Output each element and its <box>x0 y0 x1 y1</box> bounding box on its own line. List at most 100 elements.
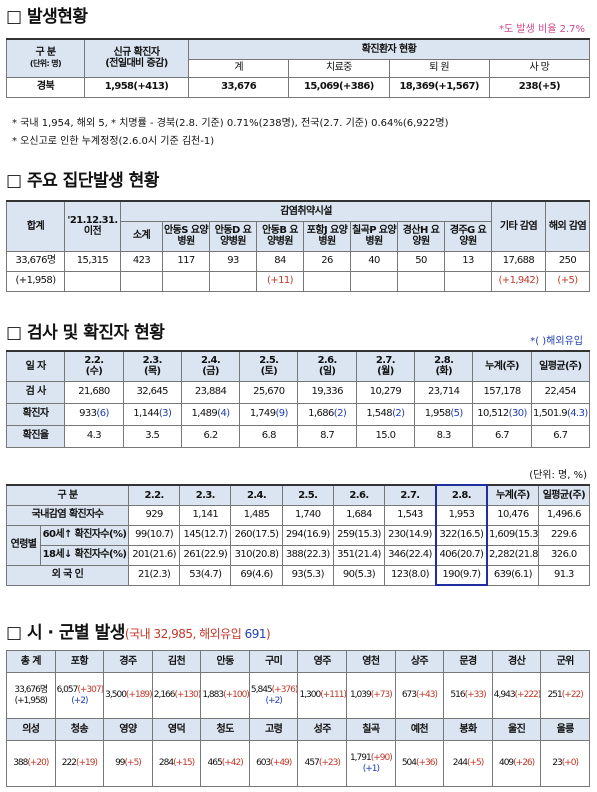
cell: 351(21.4) <box>332 544 386 566</box>
text: □ 시 · 군별 발생 <box>6 623 125 643</box>
cell: 칠곡 <box>346 718 396 741</box>
cell: 연령별 <box>6 524 41 566</box>
cell <box>303 270 351 292</box>
cell: 145(12.7) <box>179 524 232 546</box>
cell: 238(+5) <box>488 76 591 98</box>
text: 933 <box>79 408 97 420</box>
cell: 99(+5) <box>103 740 153 787</box>
cell: 60세↑ 확진자수(%) <box>40 524 129 546</box>
cell: 4.3 <box>64 424 124 448</box>
text: (+130) <box>174 690 201 701</box>
tbody: 합계 '21.12.31. 이전 감염취약시설 기타 감염 해외 감염 소계 안동… <box>6 200 590 292</box>
cell: 일평균(주) <box>537 484 591 506</box>
cell: 소계 <box>120 220 163 252</box>
cell: 청도 <box>200 718 250 741</box>
cell: 3.5 <box>122 424 182 448</box>
text: (+5) <box>124 758 142 769</box>
text: 457 <box>304 758 320 769</box>
cell: (+1,942) <box>491 270 546 292</box>
cell: '21.12.31. 이전 <box>64 200 121 252</box>
cell: 423 <box>120 250 163 272</box>
text: 244 <box>452 758 468 769</box>
text: 2.7. <box>375 354 396 366</box>
cell: 504(+36) <box>394 740 445 787</box>
text: (금) <box>202 366 219 378</box>
text: 23 <box>552 758 563 769</box>
cell: 3,500(+189) <box>103 672 153 719</box>
cell: 치료중 <box>288 58 390 78</box>
cell: 1,489(4) <box>180 402 241 426</box>
text: ) <box>265 627 271 641</box>
cell: 201(21.6) <box>127 544 181 566</box>
text: 603 <box>256 758 271 769</box>
cell: 신규 확진자 (전일대비 증감) <box>84 38 189 78</box>
text: 1,300 <box>299 690 321 701</box>
text: (+49) <box>270 758 292 769</box>
text: (+0) <box>561 758 579 769</box>
cell: 1,543 <box>384 504 437 526</box>
text: (+1,958) <box>14 695 48 706</box>
cell: 1,883(+100) <box>200 672 250 719</box>
text: (+5) <box>466 758 484 769</box>
cell: 경산H 요양원 <box>397 220 445 252</box>
cell: 388(22.3) <box>281 544 334 566</box>
cell: 2.7. <box>384 484 437 506</box>
cell: 69(4.6) <box>230 564 283 586</box>
text: 409 <box>498 758 514 769</box>
section-title: □ 주요 집단발생 현황 <box>6 171 159 191</box>
cell: 22,454 <box>530 380 591 404</box>
text: 516 <box>450 690 465 701</box>
cell: 누계(주) <box>486 484 539 506</box>
cell: 26 <box>303 250 351 272</box>
cell: 40 <box>350 250 398 272</box>
cell: 6.7 <box>472 424 532 448</box>
cell: 2.2. (수) <box>64 350 124 382</box>
cell <box>444 270 492 292</box>
cell: 영천 <box>346 650 396 673</box>
cell: 영양 <box>103 718 153 741</box>
cell: 예천 <box>394 718 445 741</box>
note: * 오신고로 인한 누계정정(2.6.0시 기준 김천-1) <box>12 136 215 147</box>
cell <box>397 270 445 292</box>
cell: 상주 <box>394 650 445 673</box>
table-row: 구 분 (단위: 명) 신규 확진자 (전일대비 증감) 확진환자 현황 <box>6 38 590 78</box>
cell: 경북 <box>6 76 85 98</box>
table-row: 확진자 933(6) 1,144(3) 1,489(4) 1,749(9) 1,686(2… <box>5 402 591 426</box>
table-row: 연령별 60세↑ 확진자수(%) 99(10.7) 145(12.7) 260(17.5… <box>6 524 591 566</box>
cell: 2.4. <box>230 484 283 506</box>
text: (+1) <box>362 763 380 774</box>
cell: 322(16.5) <box>434 524 489 546</box>
table-tests: 일 자 2.2. (수) 2.3. (목) 2.4. (금) 2.5. (토) 2.6. (일) 2.… <box>5 350 591 448</box>
cell: 2.3. (목) <box>122 350 182 382</box>
cell <box>350 270 398 292</box>
text: (목) <box>143 366 161 378</box>
cell: 259(15.3) <box>332 524 386 546</box>
cell: 확진환자 현황 <box>188 38 590 60</box>
cell: 1,144(3) <box>122 402 182 426</box>
cell <box>162 270 210 292</box>
cell <box>120 270 163 292</box>
cell: 10,279 <box>355 380 416 404</box>
cell: 2.6. <box>332 484 386 506</box>
cell: 99(10.7) <box>127 524 181 546</box>
cell: 10,476 <box>486 504 539 526</box>
text: 504 <box>401 758 417 769</box>
cell: 2.5. (토) <box>239 350 299 382</box>
text: 1,791 <box>349 753 372 764</box>
cell: 190(9.7) <box>434 564 489 586</box>
cell: 의성 <box>6 718 56 741</box>
cell: 250 <box>545 250 590 272</box>
text: (+33) <box>464 690 487 701</box>
cell: 1,684 <box>332 504 386 526</box>
text: (토) <box>260 366 278 378</box>
cell: 2.5. <box>281 484 334 506</box>
cell: 영덕 <box>151 718 202 741</box>
cell: 53(4.7) <box>179 564 232 586</box>
text: (+20) <box>27 758 49 769</box>
text: 3,500 <box>105 690 127 701</box>
cell: 합계 <box>6 200 65 252</box>
text: (+307) <box>77 685 104 696</box>
text: 1,958 <box>424 408 451 420</box>
